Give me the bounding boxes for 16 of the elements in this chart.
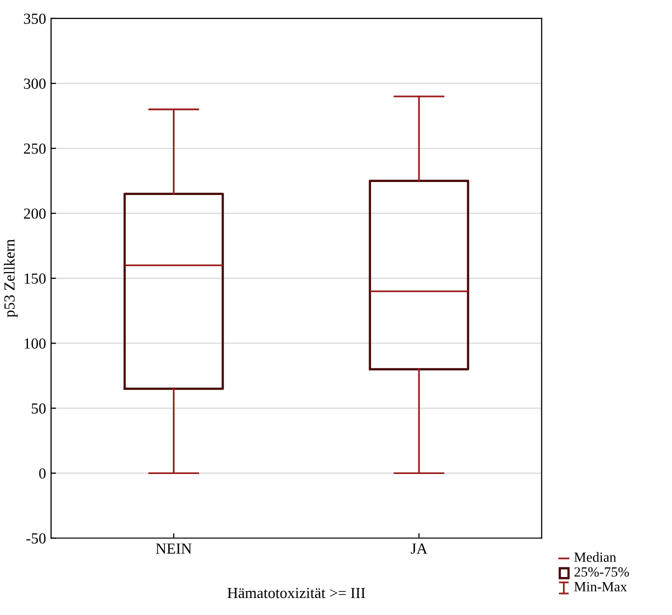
- x-tick-label: JA: [410, 544, 428, 554]
- y-tick-label: 150: [24, 273, 46, 284]
- y-tick-label: -50: [26, 533, 46, 544]
- y-axis-title: p53 Zellkern: [4, 239, 18, 318]
- x-tick-label: NEIN: [156, 544, 192, 554]
- y-tick-label: 300: [24, 78, 46, 89]
- text: Min-Max: [574, 582, 627, 592]
- y-tick-label: 0: [39, 468, 46, 479]
- y-tick-label: 50: [32, 403, 46, 414]
- text: 25%-75%: [574, 567, 629, 577]
- y-tick-label: 350: [24, 14, 46, 24]
- y-tick-label: 200: [24, 208, 46, 219]
- y-tick-label: 250: [24, 144, 46, 154]
- text: Median: [574, 552, 616, 562]
- y-tick-label: 100: [24, 338, 46, 349]
- x-axis-title: Hämatotoxizität >= III: [228, 588, 366, 598]
